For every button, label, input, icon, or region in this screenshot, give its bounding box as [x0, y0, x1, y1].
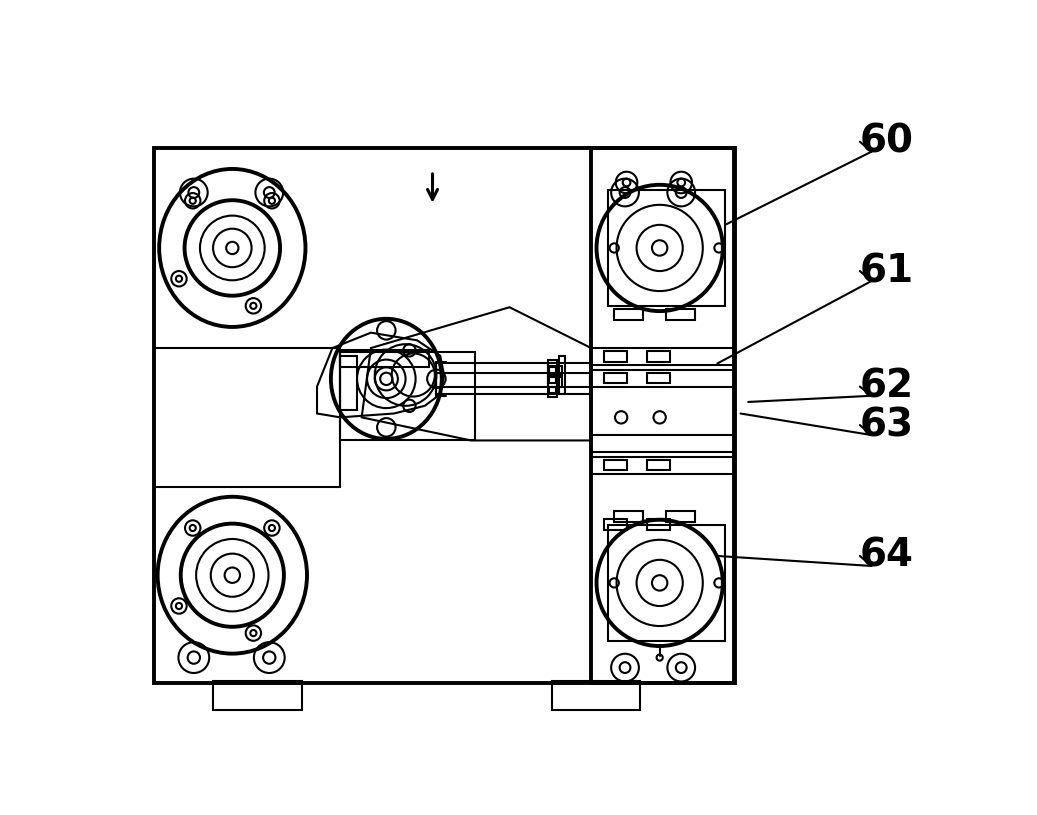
Bar	[549, 386, 557, 393]
Bar	[647, 372, 670, 384]
Bar	[591, 148, 733, 683]
Bar	[605, 460, 627, 470]
Bar	[608, 525, 725, 641]
Text: 63: 63	[860, 406, 914, 444]
Bar	[608, 190, 725, 306]
Bar	[549, 367, 557, 372]
Bar	[647, 351, 670, 362]
Bar	[591, 456, 733, 474]
Bar	[666, 309, 695, 319]
Bar	[340, 350, 428, 368]
Bar	[605, 351, 627, 362]
Bar	[614, 511, 644, 522]
Bar	[548, 377, 562, 386]
Bar	[605, 372, 627, 384]
Bar	[605, 519, 627, 530]
Bar	[647, 519, 670, 530]
Bar	[340, 356, 357, 410]
Bar	[549, 377, 557, 383]
Bar	[153, 148, 735, 683]
Text: 60: 60	[860, 123, 914, 161]
Bar	[591, 348, 733, 365]
Bar	[591, 435, 733, 452]
Bar	[437, 363, 590, 394]
Text: 64: 64	[860, 537, 914, 575]
Bar	[213, 681, 302, 710]
Text: 62: 62	[860, 368, 914, 406]
Bar	[666, 511, 695, 522]
Bar	[548, 366, 562, 375]
Bar	[437, 372, 590, 386]
Bar	[548, 359, 557, 397]
Bar	[591, 370, 733, 386]
Bar	[340, 352, 475, 440]
Bar	[647, 460, 670, 470]
Bar	[559, 356, 565, 394]
Bar	[552, 681, 641, 710]
Text: 61: 61	[860, 252, 914, 290]
Bar	[614, 309, 644, 319]
